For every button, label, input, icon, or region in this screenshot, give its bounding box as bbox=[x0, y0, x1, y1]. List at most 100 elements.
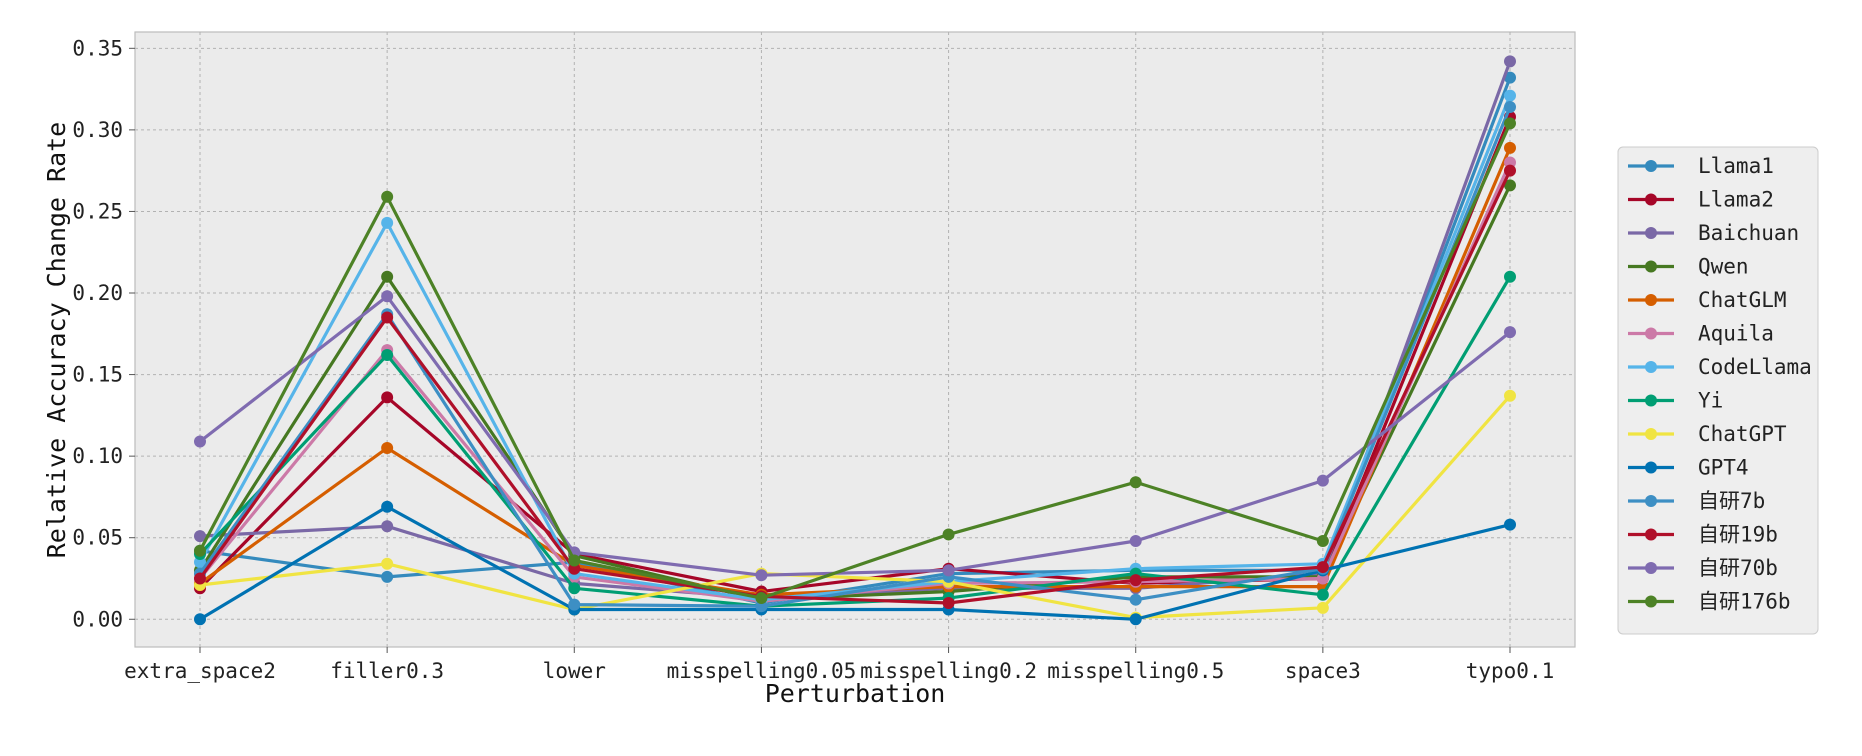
x-axis-ticks: extra_space2 filler0.3 lower misspelling0.0… bbox=[124, 647, 1554, 683]
legend-box bbox=[1617, 146, 1819, 635]
legend-marker bbox=[1645, 394, 1657, 407]
data-point bbox=[1316, 474, 1329, 487]
legend-entry: 自研176b bbox=[1628, 590, 1791, 614]
data-point bbox=[755, 569, 768, 582]
legend-entries: Llama1 Llama2 Baichuan Qwen ChatGLM Aquila Cod… bbox=[1628, 154, 1812, 614]
y-axis-title: Relative Accuracy Change Rate bbox=[42, 122, 71, 559]
legend-entry: GPT4 bbox=[1628, 456, 1749, 480]
legend-entry: ChatGLM bbox=[1628, 288, 1787, 312]
legend-label: 自研70b bbox=[1698, 556, 1778, 580]
data-point bbox=[755, 592, 768, 605]
legend-label: Yi bbox=[1698, 389, 1723, 413]
legend-label: 自研176b bbox=[1698, 590, 1791, 614]
legend-label: 自研7b bbox=[1698, 489, 1765, 513]
data-point bbox=[381, 570, 394, 583]
x-tick-label: misspelling0.05 bbox=[667, 659, 857, 683]
data-point bbox=[1504, 179, 1516, 192]
series-line bbox=[198, 170, 1512, 605]
x-tick-label: lower bbox=[543, 659, 606, 683]
legend-label: CodeLlama bbox=[1698, 355, 1812, 379]
legend-marker bbox=[1645, 361, 1657, 373]
data-point bbox=[1129, 574, 1142, 587]
data-point bbox=[381, 520, 394, 533]
data-point bbox=[1504, 518, 1516, 531]
series-group bbox=[194, 164, 1516, 609]
data-point bbox=[1504, 55, 1516, 68]
data-point bbox=[1504, 101, 1516, 114]
series-line bbox=[198, 106, 1512, 608]
legend-marker bbox=[1645, 595, 1657, 608]
x-tick-label: space3 bbox=[1285, 659, 1361, 683]
legend-entry: Aquila bbox=[1628, 322, 1774, 346]
data-point bbox=[1316, 561, 1329, 574]
data-point bbox=[381, 500, 394, 513]
legend-marker bbox=[1645, 294, 1657, 306]
data-point bbox=[381, 290, 394, 303]
y-tick-label: 0.15 bbox=[72, 363, 123, 387]
data-point bbox=[381, 311, 394, 324]
data-point bbox=[942, 596, 955, 609]
y-tick-label: 0.05 bbox=[72, 526, 123, 550]
y-tick-label: 0.35 bbox=[72, 36, 123, 60]
legend-marker bbox=[1645, 495, 1657, 507]
data-point bbox=[568, 598, 581, 611]
series-line bbox=[198, 122, 1512, 600]
y-tick-label: 0.25 bbox=[72, 199, 123, 223]
legend-marker bbox=[1645, 461, 1657, 474]
legend-marker bbox=[1645, 160, 1657, 172]
legend-label: Aquila bbox=[1698, 322, 1774, 346]
legend-entry: 自研7b bbox=[1628, 489, 1765, 513]
legend-label: Llama1 bbox=[1698, 154, 1774, 178]
legend-label: Llama2 bbox=[1698, 188, 1774, 212]
data-point bbox=[194, 530, 206, 543]
data-point bbox=[1129, 534, 1142, 547]
legend-marker bbox=[1645, 227, 1657, 239]
series-group bbox=[194, 117, 1516, 605]
data-point bbox=[1316, 588, 1329, 601]
data-point bbox=[381, 270, 394, 283]
data-point bbox=[1129, 476, 1142, 489]
data-point bbox=[1504, 117, 1516, 130]
data-point bbox=[381, 391, 394, 404]
data-point bbox=[1316, 534, 1329, 547]
legend-label: ChatGLM bbox=[1698, 288, 1787, 312]
data-point bbox=[1504, 270, 1516, 283]
data-point bbox=[942, 528, 955, 541]
legend-entry: 自研70b bbox=[1628, 556, 1778, 580]
x-tick-label: typo0.1 bbox=[1466, 659, 1555, 683]
data-point bbox=[1504, 164, 1516, 177]
y-tick-label: 0.00 bbox=[72, 607, 123, 631]
legend-entry: 自研19b bbox=[1628, 523, 1778, 547]
data-point bbox=[1504, 326, 1516, 339]
x-tick-label: extra_space2 bbox=[124, 659, 276, 683]
data-point bbox=[194, 572, 206, 585]
x-axis-title: Perturbation bbox=[765, 679, 946, 708]
legend-label: Baichuan bbox=[1698, 221, 1799, 245]
y-tick-label: 0.20 bbox=[72, 281, 123, 305]
legend-marker bbox=[1645, 193, 1657, 206]
data-point bbox=[381, 190, 394, 203]
data-point bbox=[381, 441, 394, 454]
legend-entry: Llama1 bbox=[1628, 154, 1774, 178]
data-point bbox=[194, 435, 206, 448]
legend-entry: Yi bbox=[1628, 389, 1723, 413]
legend-marker bbox=[1645, 260, 1657, 273]
x-tick-label: filler0.3 bbox=[330, 659, 444, 683]
y-axis-ticks: 0.00 0.05 0.10 0.15 0.20 0.25 0.30 0.35 bbox=[72, 36, 135, 631]
series-line bbox=[199, 505, 1511, 621]
series-line bbox=[199, 394, 1512, 620]
legend-entry: CodeLlama bbox=[1628, 355, 1812, 379]
legend-marker bbox=[1645, 562, 1657, 574]
data-point bbox=[1504, 89, 1516, 102]
legend-entry: ChatGPT bbox=[1628, 422, 1787, 446]
legend-entry: Baichuan bbox=[1628, 221, 1799, 245]
series-line bbox=[199, 294, 1511, 577]
legend-marker bbox=[1645, 327, 1657, 340]
data-point bbox=[194, 544, 206, 557]
legend-label: Qwen bbox=[1698, 255, 1749, 279]
data-point bbox=[568, 554, 581, 567]
data-point bbox=[568, 582, 581, 595]
data-point bbox=[194, 613, 206, 626]
y-tick-label: 0.30 bbox=[72, 118, 123, 142]
